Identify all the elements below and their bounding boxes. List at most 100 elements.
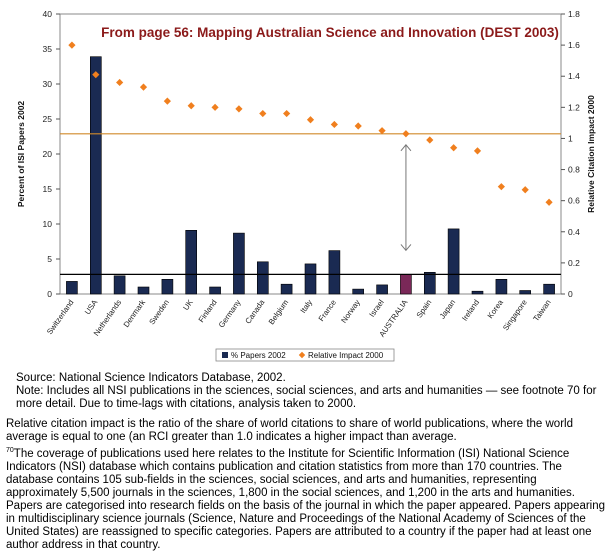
reference-lines — [60, 133, 561, 275]
footnote-text: The coverage of publications used here r… — [6, 448, 606, 551]
combo-chart: 0 5 10 15 20 25 30 35 40 0 0.2 0.4 0.6 0.8 1 1.2 1.4 1.6 1… — [16, 9, 596, 362]
legend: % Papers 2002 Relative Impact 2000 — [215, 348, 395, 362]
point — [163, 97, 171, 105]
bar — [304, 263, 317, 295]
point — [354, 122, 362, 130]
x-tick-label: Germany — [217, 298, 243, 330]
arrow-head-bottom — [400, 244, 412, 252]
x-tick-label: Italy — [299, 298, 315, 315]
y-tick-label: 25 — [43, 114, 53, 124]
chart-title: From page 56: Mapping Australian Science… — [101, 25, 559, 40]
x-tick-label: Taiwan — [531, 298, 552, 323]
x-tick-label: UK — [181, 297, 195, 312]
x-tick-label: Japan — [438, 298, 458, 321]
point — [306, 116, 315, 124]
point — [426, 136, 434, 144]
points-layer — [68, 41, 553, 206]
bar — [280, 283, 293, 295]
y2-tick-label: 1.6 — [568, 40, 580, 50]
bar — [352, 288, 365, 295]
point — [545, 198, 553, 206]
point — [235, 105, 243, 113]
y-tick-label: 5 — [47, 254, 52, 264]
y2-tick-label: 1.4 — [568, 71, 580, 81]
bar — [256, 261, 269, 295]
point — [68, 41, 76, 49]
y-tick-label: 30 — [43, 79, 53, 89]
bar — [423, 271, 436, 295]
legend-marker-impact — [298, 351, 306, 359]
y-tick-label: 40 — [43, 9, 53, 19]
y-axis-label: Percent of ISI Papers 2002 — [16, 101, 26, 208]
point — [450, 144, 458, 152]
point — [139, 83, 148, 91]
x-tick-label: Norway — [339, 298, 362, 325]
point — [211, 103, 219, 111]
point — [187, 102, 195, 110]
bar — [90, 56, 102, 295]
bar — [519, 290, 532, 295]
point — [521, 186, 529, 194]
x-tick-label: Denmark — [122, 298, 148, 329]
source-text: Source: National Science Indicators Data… — [16, 372, 286, 384]
point — [473, 147, 482, 155]
y2-axis-label: Relative Citation Impact 2000 — [586, 95, 596, 213]
y2-tick-label: 1.8 — [568, 9, 580, 19]
legend-label-impact: Relative Impact 2000 — [308, 351, 384, 360]
point — [283, 109, 291, 118]
bar — [185, 230, 197, 295]
y-tick-label: 0 — [47, 289, 52, 299]
bar — [400, 274, 412, 295]
notes: Source: National Science Indicators Data… — [6, 372, 606, 552]
y2-tick-label: 0.8 — [568, 165, 580, 175]
legend-swatch-papers — [222, 352, 228, 358]
arrow-head-top — [400, 143, 412, 152]
bar — [113, 275, 126, 295]
x-tick-label: Israel — [367, 298, 385, 319]
footnote-mark: 70 — [6, 447, 14, 455]
y2-tick-label: 1.2 — [568, 102, 580, 112]
x-tick-label: Canada — [243, 297, 266, 325]
point — [116, 78, 124, 87]
y-tick-label: 20 — [43, 149, 53, 159]
bar — [328, 250, 341, 295]
rci-definition-text: Relative citation impact is the ratio of… — [6, 418, 573, 443]
point — [378, 127, 386, 135]
y2-tick-label: 0.6 — [568, 196, 580, 206]
bars-layer — [66, 56, 555, 295]
legend-label-papers: % Papers 2002 — [231, 351, 286, 360]
x-tick-label: USA — [83, 297, 100, 316]
x-tick-label: Switzerland — [45, 298, 75, 336]
y-tick-label: 15 — [43, 184, 53, 194]
bar — [209, 286, 221, 295]
point — [330, 120, 338, 129]
point — [92, 71, 100, 79]
bar — [66, 281, 78, 295]
bar — [161, 278, 174, 295]
bar — [495, 278, 508, 295]
x-tick-label: Finland — [197, 298, 219, 324]
bar — [447, 228, 460, 295]
bar — [137, 286, 150, 295]
y2-tick-label: 0 — [568, 289, 573, 299]
bar — [233, 232, 245, 295]
x-tick-label: Sweden — [147, 298, 171, 326]
y-tick-label: 35 — [43, 44, 53, 54]
x-tick-label: Ireland — [460, 298, 481, 323]
annotation-arrow — [400, 143, 412, 252]
x-tick-label: Belgium — [267, 298, 291, 326]
y-tick-label: 10 — [43, 219, 53, 229]
note-text: Note: Includes all NSI publications in t… — [16, 385, 597, 410]
x-tick-label: France — [317, 298, 338, 323]
x-tick-label: Spain — [415, 298, 434, 320]
bar — [543, 283, 555, 295]
bar — [376, 284, 388, 295]
y2-tick-label: 1 — [568, 133, 573, 143]
bar — [471, 290, 484, 295]
footnote: 70The coverage of publications used here… — [6, 447, 606, 552]
y2-tick-label: 0.2 — [568, 258, 580, 268]
point — [402, 130, 410, 138]
point — [497, 183, 505, 191]
plot-border — [59, 13, 562, 295]
x-tick-label: Korea — [486, 297, 506, 320]
